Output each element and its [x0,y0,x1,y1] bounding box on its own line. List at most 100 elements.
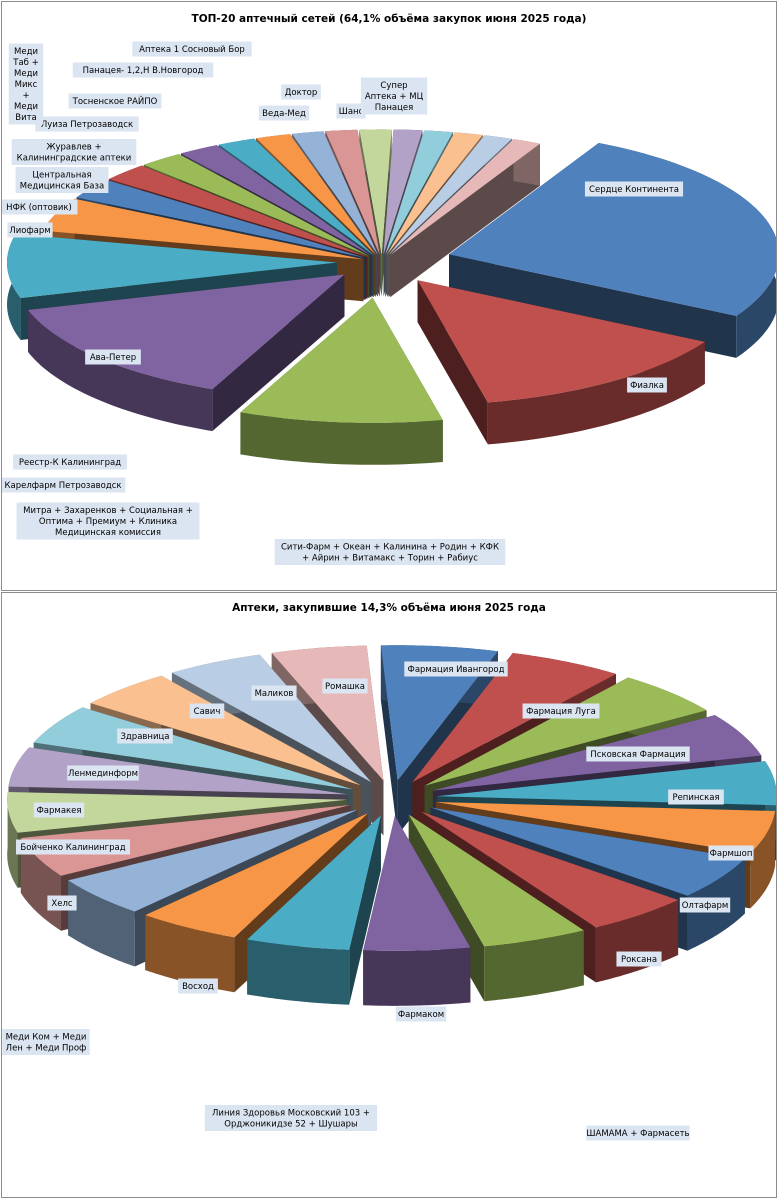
data-label-text: Фармакея [36,806,81,816]
slice-top [388,135,512,255]
slice-rim [484,930,584,1002]
data-label: НФК (оптовик) [2,199,78,215]
slice-rim [487,341,705,445]
data-label-text: ШАМАМА + Фармасеть [586,1129,689,1139]
chart-top20-networks: ТОП-20 аптечный сетей (64,1% объёма заку… [1,1,777,591]
data-label: Доктор [281,84,321,100]
slice-top [33,707,353,790]
chart-pharmacies-14pct: Аптеки, закупившие 14,3% объёма июня 202… [1,592,777,1198]
data-label-text: Центральная Медицинская База [20,171,104,192]
slice-top [145,813,369,938]
data-label: ШАМАМА + Фармасеть [586,1125,690,1141]
data-label: Фармаком [395,1006,447,1022]
slice-top [291,131,378,255]
data-label: Журавлев + Калининградские аптеки [11,139,137,165]
data-label: Фармакея [33,802,85,818]
slice-top [359,129,392,255]
slice-top [408,814,584,947]
data-label-text: Лиофарм [9,226,50,236]
slice-rim [28,310,213,432]
slice-top [76,180,366,258]
data-label-text: Карелфарм Петрозаводск [4,481,121,491]
slice-wall [449,254,737,358]
data-label-text: Сердце Континента [589,185,679,195]
data-label: Сердце Континента [584,181,684,197]
slice-top [108,165,368,257]
data-label-text: Репинская [672,793,719,803]
chart-pharmacies-svg: Аптеки, закупившие 14,3% объёма июня 202… [2,602,776,1141]
slice-top [420,811,679,928]
data-label: Линия Здоровья Московский 103 + Орджоники… [204,1105,378,1131]
data-label-text: Линия Здоровья Московский 103 + Орджоники… [212,1109,370,1130]
data-label: Бойченко Калининград [16,839,130,855]
data-label: Тосненское РАЙПО [68,93,162,109]
data-label-text: НФК (оптовик) [6,203,72,213]
data-label-text: Фиалка [630,381,664,391]
data-label-text: Меди Ком + Меди Лен + Меди Проф [6,1033,87,1054]
data-label-text: Журавлев + Калининградские аптеки [17,143,132,164]
slice-top [380,645,498,781]
chart-title: ТОП-20 аптечный сетей (64,1% объёма заку… [192,13,587,25]
data-label-text: Здравница [120,732,169,742]
slice-top [430,807,745,896]
data-label: Луиза Петрозаводск [35,116,139,132]
data-label-text: Веда-Мед [262,109,306,119]
slice-top [449,142,776,316]
data-label: Ленмединформ [67,765,139,781]
data-label: Панацея- 1,2,Н В.Новгород [72,62,214,78]
data-label-text: Луиза Петрозаводск [41,120,133,130]
data-label: Ромашка [322,678,368,694]
data-label: Восход [178,978,218,994]
pie-slice [417,280,705,445]
pie-slices [7,645,776,1006]
pie-slice [449,142,776,358]
data-label: Веда-Мед [258,105,310,121]
slice-top [363,815,471,951]
data-label-text: Панацея- 1,2,Н В.Новгород [83,66,204,76]
data-label: Фармшоп [708,845,754,861]
slice-rim [7,792,18,888]
slice-top [143,154,370,257]
data-label-text: Псковская Фармация [590,750,685,760]
data-label-text: Олтафарм [682,901,729,911]
slice-wall [20,804,351,894]
pie-slices [7,129,776,465]
chart-title: Аптеки, закупившие 14,3% объёма июня 202… [232,602,546,614]
data-label: Фиалка [627,377,667,393]
data-label-text: Фармация Луга [526,707,596,717]
slice-top [424,677,707,786]
data-label: Реестр-К Калининград [13,454,127,470]
slice-top [325,129,380,255]
data-label: Савич [189,703,225,719]
data-label: Ава-Петер [85,349,141,365]
slice-rim [68,880,135,967]
data-label-text: Фармация Ивангород [408,665,505,675]
data-label: Роксана [616,951,662,967]
data-label: Аптека 1 Сосновый Бор [132,41,252,57]
slice-top [383,129,423,255]
data-label-text: Сити-Фарм + Океан + Калинина + Родин + К… [281,543,499,564]
data-label: Псковская Фармация [586,746,690,762]
data-label: Карелфарм Петрозаводск [2,477,126,493]
data-label-text: Митра + Захаренков + Социальная + Оптима … [23,506,193,538]
slice-top [417,280,705,403]
data-label-text: Ленмединформ [68,769,138,779]
slice-top [412,653,616,783]
slice-top [8,747,348,795]
data-label: Маликов [251,685,297,701]
data-label-text: Шанс [339,107,364,117]
data-label: Лиофарм [7,222,53,238]
data-label: Фармация Луга [522,703,600,719]
slice-top [435,802,776,854]
data-label-text: Меди Таб + Меди Микс + Меди Вита [12,47,38,123]
data-label-text: Реестр-К Калининград [19,458,121,468]
pie-slice [390,139,540,298]
data-label-text: Восход [182,982,214,992]
slice-wall [390,143,540,298]
data-label: Сити-Фарм + Океан + Калинина + Родин + К… [274,539,506,565]
slice-top [390,139,540,256]
slice-top [386,132,483,255]
slice-top [240,297,443,423]
data-label-text: Бойченко Калининград [20,843,125,853]
data-label-text: Ава-Петер [90,353,136,363]
